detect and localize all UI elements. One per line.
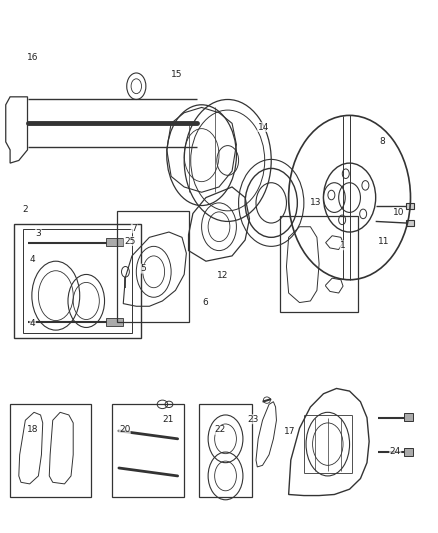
Text: 5: 5	[140, 264, 146, 273]
Bar	[404, 448, 413, 456]
Bar	[113, 405, 184, 497]
Text: 20: 20	[119, 425, 130, 434]
Text: 10: 10	[392, 208, 404, 217]
Bar	[117, 211, 188, 322]
Bar	[106, 318, 123, 326]
Bar	[406, 203, 414, 209]
Text: 14: 14	[258, 123, 269, 132]
Bar	[404, 414, 413, 421]
Bar	[199, 405, 252, 497]
Text: 1: 1	[340, 241, 346, 250]
Text: 13: 13	[310, 198, 321, 207]
Text: 4: 4	[30, 319, 35, 328]
Text: 6: 6	[202, 298, 208, 307]
Bar	[106, 238, 123, 246]
Bar	[14, 224, 141, 338]
Text: 24: 24	[390, 447, 401, 456]
Text: 12: 12	[217, 271, 228, 280]
Bar	[10, 405, 91, 497]
Text: 25: 25	[124, 237, 135, 246]
Text: 8: 8	[379, 138, 385, 147]
Text: 22: 22	[214, 425, 226, 434]
Text: 18: 18	[27, 425, 39, 434]
Text: 17: 17	[284, 427, 295, 437]
Text: 4: 4	[30, 255, 35, 264]
Bar	[280, 216, 358, 312]
Text: 15: 15	[170, 69, 182, 78]
Text: 23: 23	[247, 415, 258, 424]
Text: 21: 21	[162, 415, 173, 424]
Text: 2: 2	[22, 205, 28, 214]
Text: 11: 11	[378, 237, 389, 246]
Bar	[406, 220, 414, 226]
Bar	[23, 229, 132, 333]
Text: 16: 16	[27, 53, 39, 62]
Text: 7: 7	[131, 224, 137, 233]
Text: 3: 3	[35, 229, 41, 238]
